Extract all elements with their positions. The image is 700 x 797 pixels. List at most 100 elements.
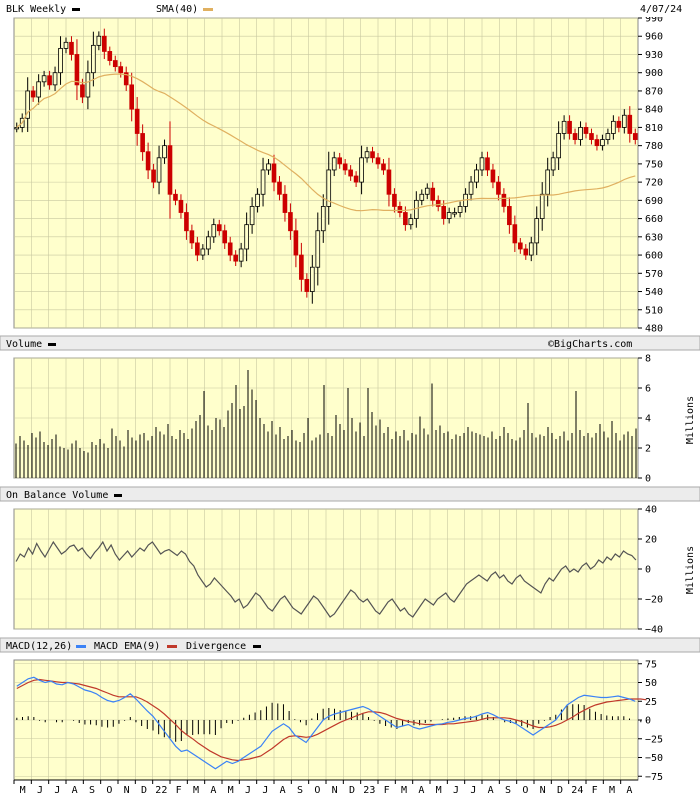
x-tick-label: M	[193, 785, 199, 796]
y-tick-label: 4	[645, 414, 651, 425]
macd-y-axis: −75 −50 −25 0 25 50 75	[638, 659, 663, 783]
candle-body	[167, 145, 173, 195]
candle-body	[260, 169, 266, 195]
candle-body	[80, 84, 85, 98]
y-tick-label: 40	[645, 505, 657, 516]
volume-header: Volume ©BigCharts.com	[0, 335, 700, 351]
volume-panel: 0 2 4 6 8 Millions	[13, 354, 696, 485]
candle-body	[518, 242, 523, 250]
y-tick-label: 50	[645, 678, 657, 689]
candle-body	[507, 206, 512, 226]
candle-body	[74, 54, 80, 86]
candle-body	[145, 151, 151, 171]
candle-body	[156, 157, 162, 183]
candle-body	[348, 169, 353, 177]
x-tick-label: A	[488, 785, 494, 796]
candle-body	[63, 41, 69, 49]
candle-body	[375, 157, 381, 165]
y-tick-label: 690	[645, 196, 663, 207]
candle-body	[244, 224, 249, 250]
volume-grid	[14, 357, 638, 479]
candle-body	[178, 199, 184, 213]
x-tick-label: J	[54, 785, 60, 796]
candle-body	[315, 230, 321, 268]
price-grid	[14, 17, 638, 329]
y-tick-label: −25	[645, 734, 663, 745]
y-tick-label: 2	[645, 444, 651, 455]
candle-body	[627, 114, 633, 134]
candle-body	[561, 120, 567, 134]
candle-body	[189, 230, 195, 244]
candle-body	[485, 157, 490, 171]
x-tick-label: J	[245, 785, 251, 796]
candle-body	[337, 157, 343, 165]
candle-body	[249, 206, 255, 226]
x-tick-label: J	[37, 785, 43, 796]
candle-body	[523, 248, 529, 256]
x-tick-label: M	[436, 785, 442, 796]
candle-body	[397, 206, 403, 213]
x-tick-label: S	[505, 785, 511, 796]
obv-panel: −40 −20 0 20 40 Millions	[13, 505, 696, 636]
y-tick-label: 25	[645, 697, 657, 708]
y-tick-label: 6	[645, 384, 651, 395]
candle-body	[304, 278, 310, 292]
x-tick-label: D	[557, 785, 563, 796]
x-tick-label: A	[280, 785, 286, 796]
macd-ema-legend-swatch	[167, 645, 177, 648]
price-candles	[14, 28, 638, 304]
candle-body	[14, 127, 20, 130]
candle-body	[96, 35, 102, 46]
candle-body	[266, 163, 271, 171]
candle-body	[227, 242, 233, 256]
x-tick-label: O	[522, 785, 528, 796]
candle-body	[36, 81, 41, 98]
y-tick-label: 840	[645, 105, 663, 116]
obv-header: On Balance Volume	[0, 486, 700, 502]
candle-body	[200, 248, 206, 256]
candle-body	[512, 224, 518, 244]
candle-body	[370, 151, 375, 159]
x-tick-label: A	[626, 785, 632, 796]
candle-body	[320, 206, 326, 232]
y-tick-label: 480	[645, 324, 663, 335]
candle-body	[129, 84, 134, 110]
price-panel: 480 510 540 570 600 630 660 690 720 750 780 810 840 8…	[13, 14, 663, 335]
x-tick-label: F	[592, 785, 598, 796]
candle-body	[468, 181, 474, 195]
volume-bars	[15, 370, 637, 478]
candle-body	[572, 133, 578, 140]
y-tick-label: 0	[645, 565, 651, 576]
volume-label: Volume	[6, 339, 42, 350]
y-tick-label: −20	[645, 595, 663, 606]
x-axis: M J J A S O N D 22 F M A M J J A S O N D 23 F M A M J J A S O N D 24 F M A	[13, 779, 638, 796]
divergence-legend-swatch	[253, 645, 261, 648]
obv-legend-swatch	[114, 494, 122, 497]
x-tick-label: N	[332, 785, 338, 796]
candle-body	[403, 212, 408, 226]
candle-body	[233, 254, 238, 262]
y-tick-label: 0	[645, 716, 651, 727]
sma-label: SMA(40)	[156, 4, 198, 15]
candle-body	[211, 224, 217, 238]
y-tick-label: 960	[645, 32, 663, 43]
candle-body	[589, 133, 594, 140]
candle-body	[140, 133, 145, 153]
copyright: ©BigCharts.com	[548, 339, 632, 350]
candle-body	[534, 218, 540, 244]
y-tick-label: 0	[645, 474, 651, 485]
x-tick-label: A	[418, 785, 424, 796]
y-tick-label: 720	[645, 178, 663, 189]
sma-legend-swatch	[203, 8, 213, 11]
y-tick-label: 8	[645, 354, 651, 365]
candle-body	[364, 151, 370, 159]
candle-body	[216, 224, 222, 232]
obv-label: On Balance Volume	[6, 490, 108, 501]
volume-unit: Millions	[685, 396, 696, 444]
y-tick-label: 900	[645, 68, 663, 79]
candle-body	[52, 72, 58, 86]
obv-grid	[14, 508, 638, 630]
candle-body	[41, 75, 47, 83]
macd-legend-swatch	[76, 645, 86, 648]
candle-body	[238, 248, 244, 262]
